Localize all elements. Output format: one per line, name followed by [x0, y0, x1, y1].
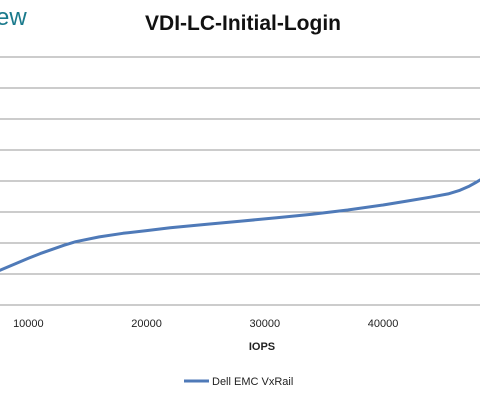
legend-label-dell-emc-vxrail: Dell EMC VxRail — [212, 376, 293, 388]
gridlines — [0, 56, 480, 306]
brand-logo-fragment: ew — [0, 4, 27, 31]
x-tick-labels: 10000 20000 30000 40000 — [13, 318, 398, 330]
x-tick-label-30000: 30000 — [250, 318, 281, 330]
legend: Dell EMC VxRail — [184, 376, 293, 388]
series-line-dell-emc-vxrail — [0, 178, 480, 272]
chart-title: VDI-LC-Initial-Login — [145, 12, 341, 35]
x-axis-label: IOPS — [249, 341, 275, 353]
series-layer — [0, 178, 480, 272]
x-tick-label-40000: 40000 — [368, 318, 399, 330]
x-tick-label-10000: 10000 — [13, 318, 44, 330]
x-tick-label-20000: 20000 — [131, 318, 162, 330]
